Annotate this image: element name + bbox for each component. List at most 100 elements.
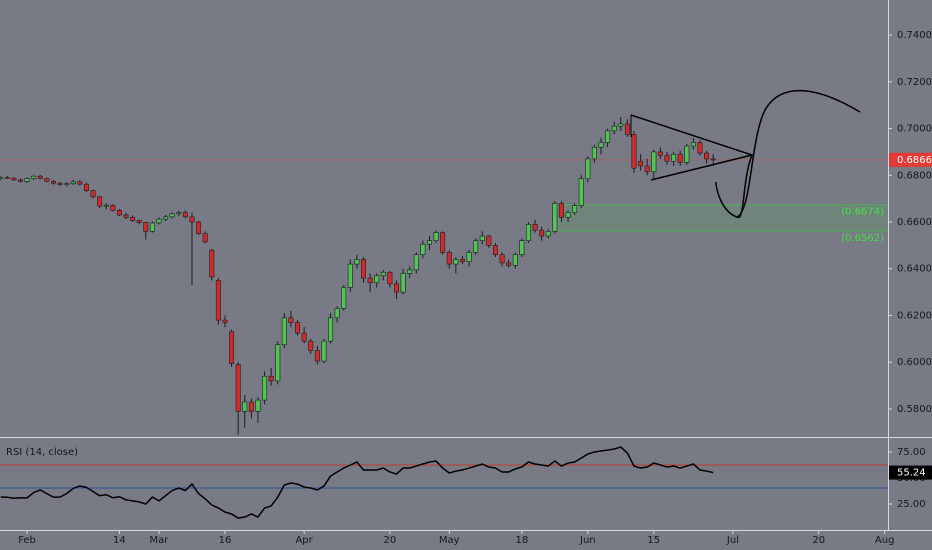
candle-body	[83, 183, 89, 191]
candle-body	[624, 123, 630, 135]
candle-body	[492, 245, 498, 256]
candle-body	[446, 252, 452, 265]
candle-body	[44, 178, 50, 182]
candle-body	[64, 183, 70, 185]
candle-body	[189, 216, 195, 223]
candle-body	[704, 152, 710, 160]
candle-body	[532, 224, 538, 231]
y-tick-label: 0.6600	[897, 217, 932, 228]
last-price-label: 0.6866	[897, 155, 932, 166]
x-tick-label: 20	[384, 535, 397, 546]
candle-body	[506, 262, 512, 266]
candle-body	[407, 269, 413, 274]
y-tick-label: 75.00	[897, 447, 926, 458]
candle-body	[459, 259, 465, 263]
candle-body	[97, 196, 103, 207]
candle-body	[453, 259, 459, 265]
y-tick-label: 0.7200	[897, 77, 932, 88]
candle-body	[611, 125, 617, 132]
candle-body	[70, 181, 76, 184]
rsi-line	[0, 446, 714, 519]
candle-body	[651, 151, 657, 173]
candle-body	[202, 233, 208, 243]
x-tick-label: 20	[812, 535, 825, 546]
candle-body	[143, 222, 149, 232]
candle-body	[618, 123, 624, 127]
x-tick-label: May	[439, 535, 460, 546]
candle-body	[215, 280, 221, 321]
candle-body	[182, 212, 188, 218]
candle-body	[677, 153, 683, 163]
candle-body	[657, 151, 663, 156]
candle-body	[90, 190, 96, 198]
x-tick-label: 15	[647, 535, 660, 546]
candle-body	[314, 350, 320, 362]
y-tick-label: 0.7400	[897, 30, 932, 41]
x-tick-label: Jul	[726, 535, 739, 546]
candle-body	[473, 240, 479, 253]
candle-body	[387, 271, 393, 285]
candle-body	[24, 178, 30, 182]
candle-body	[268, 375, 274, 382]
zone-top-label: (0.6674)	[841, 207, 884, 218]
candle-body	[479, 235, 485, 242]
candle-body	[176, 212, 182, 215]
candle-body	[400, 273, 406, 293]
candle-body	[565, 212, 571, 218]
candle-body	[50, 181, 56, 184]
candle-body	[169, 213, 175, 218]
candle-body	[638, 160, 644, 167]
candle-body	[57, 182, 63, 185]
candle-body	[222, 319, 228, 323]
candle-body	[631, 134, 637, 169]
time-axis: Feb 14 Mar 16 Apr 20 May 18 Jun 15 Jul 20 Aug	[18, 530, 894, 546]
candle-body	[17, 179, 23, 182]
x-tick-label: Apr	[295, 535, 313, 546]
candle-body	[156, 218, 162, 224]
candle-body	[163, 216, 169, 220]
candle-body	[77, 181, 83, 185]
y-tick-label: 0.5800	[897, 404, 932, 415]
candle-body	[334, 308, 340, 319]
candle-body	[684, 145, 690, 163]
candle-body	[380, 271, 386, 277]
candle-body	[130, 217, 136, 221]
candle-body	[519, 240, 525, 256]
candle-body	[235, 364, 241, 412]
candle-body	[248, 401, 254, 412]
candle-body	[11, 177, 17, 181]
candle-body	[486, 235, 492, 246]
candle-body	[671, 153, 677, 162]
candle-body	[209, 249, 215, 278]
x-tick-label: Aug	[875, 535, 895, 546]
candle-body	[605, 130, 611, 143]
candle-body	[426, 240, 432, 245]
candle-body	[466, 252, 472, 263]
last-price-box	[889, 152, 932, 167]
candle-body	[644, 165, 650, 173]
candle-body	[558, 203, 564, 218]
candle-body	[512, 254, 518, 266]
candle-body	[413, 254, 419, 271]
candle-body	[354, 259, 360, 265]
rsi-value-label: 55.24	[897, 468, 926, 479]
zone	[558, 204, 888, 231]
candle-body	[255, 399, 261, 412]
candle-body	[539, 229, 545, 237]
candle-body	[690, 142, 696, 147]
candle-body	[281, 317, 287, 345]
candle-body	[123, 214, 129, 218]
candle-body	[136, 220, 142, 223]
candle-body	[499, 254, 505, 264]
candle-body	[697, 142, 703, 154]
candle-body	[525, 224, 531, 242]
candle-body	[585, 158, 591, 180]
candle-body	[0, 177, 4, 180]
candle-body	[149, 222, 155, 232]
y-tick-label: 0.6800	[897, 170, 932, 181]
candle-body	[229, 331, 235, 364]
rsi-value-box	[889, 465, 932, 480]
x-tick-label: 18	[515, 535, 528, 546]
price-pane: 0.5800 0.6000 0.6200 0.6400 0.6600 0.6800 0.70…	[0, 30, 932, 435]
